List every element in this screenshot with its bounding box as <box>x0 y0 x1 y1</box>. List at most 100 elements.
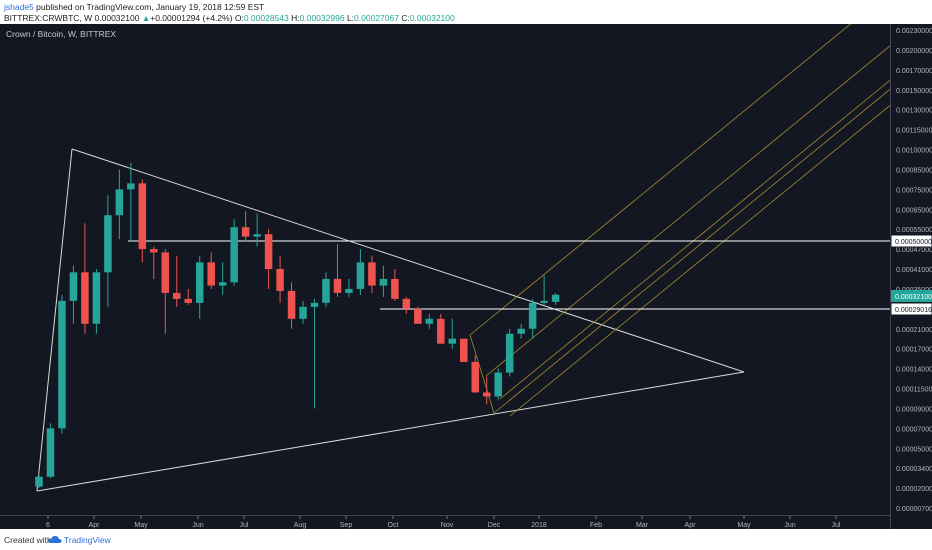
candle-up <box>379 265 388 297</box>
candle-up <box>104 195 112 307</box>
price-tick-label: 0.00003400 <box>896 466 932 473</box>
candle-up <box>448 318 457 349</box>
candle-body <box>161 252 170 293</box>
publish-info: published on TradingView.com, January 19… <box>33 2 265 12</box>
candle-up <box>218 262 227 295</box>
candle-down <box>402 296 411 314</box>
candle-body <box>264 234 273 269</box>
time-tick-label: 6 <box>46 522 50 529</box>
candle-body <box>517 328 525 334</box>
candle-body <box>402 298 411 309</box>
candle-down <box>207 252 215 289</box>
candle-up <box>494 368 502 401</box>
price-tick-label: 0.00014000 <box>896 367 932 374</box>
candle-body <box>494 372 502 397</box>
current-price-label: 0.00032100 <box>895 294 932 301</box>
close-value: 0.00032100 <box>409 13 455 23</box>
resistance-price-label: 0.00050000 <box>895 239 932 246</box>
candle-body <box>115 189 124 216</box>
candle-body <box>230 227 238 283</box>
high-value: 0.00032996 <box>299 13 345 23</box>
high-label: H: <box>291 13 300 23</box>
candle-body <box>127 183 135 190</box>
price-chart[interactable]: Crown / Bitcoin, W, BITTREX 0.00230000 0.… <box>0 0 932 529</box>
candle-body <box>81 272 89 324</box>
price-tick-label: 0.00017000 <box>896 347 932 354</box>
candle-down <box>391 269 399 301</box>
candle-body <box>184 298 192 303</box>
channel-line <box>509 105 891 417</box>
publish-line: jshade5 published on TradingView.com, Ja… <box>4 2 264 12</box>
price-tick-label: 0.00055000 <box>896 227 932 234</box>
channel-line <box>485 45 891 377</box>
price-tick-label: 0.00011500 <box>896 387 932 394</box>
price-axis[interactable]: 0.00230000 0.00200000 0.00170000 0.00150000… <box>890 28 932 513</box>
candle-up <box>127 162 135 242</box>
current-price: 0.00032100 <box>94 13 140 23</box>
candle-body <box>138 183 147 250</box>
candle-body <box>425 318 434 324</box>
created-with-text: Created with <box>4 535 52 545</box>
candle-body <box>58 300 66 429</box>
time-tick-label: Sep <box>340 522 353 529</box>
candle-down <box>437 313 445 344</box>
candle-down <box>368 255 376 293</box>
candle-body <box>540 300 548 303</box>
candle-down <box>173 255 181 307</box>
candle-up <box>299 300 307 324</box>
candle-body <box>207 262 215 286</box>
price-tick-label: 0.00230000 <box>896 28 932 35</box>
candle-down <box>471 355 479 393</box>
up-arrow-icon: ▲ <box>141 13 151 23</box>
candle-down <box>460 338 468 362</box>
price-tick-label: 0.00002000 <box>896 486 932 493</box>
ohlc-line: BITTREX:CRWBTC, W 0.00032100 ▲+0.0000129… <box>4 13 455 23</box>
candle-down <box>81 223 89 334</box>
time-tick-label: 2018 <box>531 522 547 529</box>
candle-body <box>448 338 457 344</box>
price-tick-label: 0.00065000 <box>896 207 932 214</box>
time-tick-label: Apr <box>685 522 697 529</box>
candle-body <box>345 288 353 293</box>
time-tick-label: Oct <box>388 522 399 529</box>
price-tick-label: 0.00021000 <box>896 327 932 334</box>
time-tick-label: Apr <box>89 522 101 529</box>
price-tick-label: 0.00150000 <box>896 88 932 95</box>
channel-handle-line <box>469 334 495 414</box>
tradingview-link[interactable]: TradingView <box>64 535 111 545</box>
candle-body <box>150 249 158 253</box>
price-tick-label: 0.00200000 <box>896 48 932 55</box>
candle-body <box>253 234 261 237</box>
chart-title: Crown / Bitcoin, W, BITTREX <box>6 29 116 39</box>
time-tick-label: Feb <box>590 522 602 529</box>
price-tick-label: 0.00009000 <box>896 406 932 413</box>
candle-body <box>356 262 365 289</box>
resistance-price-tag <box>890 234 932 248</box>
candle-up <box>69 265 78 324</box>
time-tick-label: Jun <box>784 522 795 529</box>
time-axis[interactable]: 6 Apr May Jun Jul Aug Sep Oct Nov Dec 2018 Feb Mar Ap… <box>46 516 841 529</box>
author-link[interactable]: jshade5 <box>4 2 34 12</box>
tradingview-cloud-icon <box>48 536 62 543</box>
candle-body <box>299 306 307 319</box>
candle-body <box>482 392 491 397</box>
time-tick-label: Aug <box>294 522 307 529</box>
candle-down <box>150 246 158 279</box>
candle-body <box>310 302 319 307</box>
price-tick-label: 0.00047000 <box>896 247 932 254</box>
lower-trendline <box>36 371 745 492</box>
chart-area[interactable]: Crown / Bitcoin, W, BITTREX 0.00230000 0.… <box>0 0 932 529</box>
candle-up <box>58 294 66 434</box>
candle-body <box>437 318 445 344</box>
candle-body <box>414 308 422 324</box>
candle-body <box>460 338 468 362</box>
candle-up <box>92 269 101 334</box>
candle-up <box>322 272 330 307</box>
price-tick-label: 0.00007000 <box>896 426 932 433</box>
open-value: 0.00028543 <box>243 13 289 23</box>
candle-up <box>310 298 319 409</box>
footer: Created with TradingView <box>0 530 932 550</box>
candle-body <box>195 262 204 303</box>
plot-area[interactable] <box>0 24 892 529</box>
price-tick-label: 0.00075000 <box>896 187 932 194</box>
